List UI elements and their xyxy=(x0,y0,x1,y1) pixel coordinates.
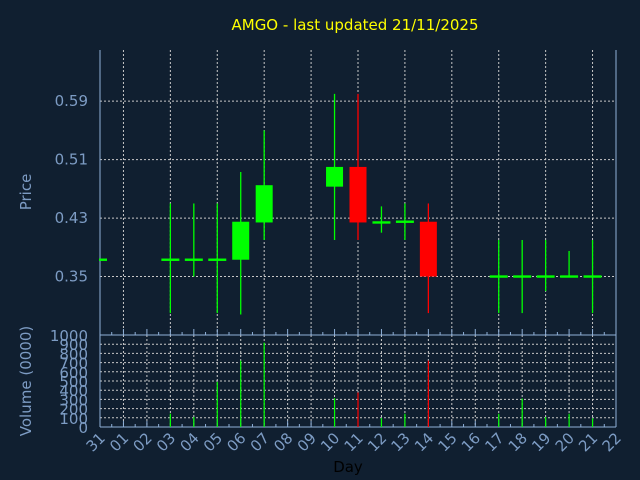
candle-body xyxy=(489,275,508,278)
candle-body xyxy=(184,258,203,261)
volume-tick-label: 0 xyxy=(78,419,88,437)
volume-bars xyxy=(169,342,594,427)
volume-tick-label: 500 xyxy=(59,373,88,391)
candle-body xyxy=(583,275,602,278)
candle-body xyxy=(560,275,579,278)
day-tick-label: 16 xyxy=(458,429,484,455)
candle-body xyxy=(326,166,344,187)
candle-body xyxy=(99,258,107,261)
tick-labels: 0.350.430.510.59310102030405060708091011… xyxy=(50,92,625,455)
candle-body xyxy=(255,185,273,223)
candle-body xyxy=(395,220,414,223)
day-tick-label: 19 xyxy=(528,429,554,455)
volume-tick-label: 200 xyxy=(59,401,88,419)
chart-title: AMGO - last updated 21/11/2025 xyxy=(231,16,478,34)
day-tick-label: 18 xyxy=(505,429,531,455)
price-tick-label: 0.35 xyxy=(55,268,88,286)
day-tick-label: 13 xyxy=(388,429,414,455)
volume-tick-label: 900 xyxy=(59,336,88,354)
day-tick-label: 08 xyxy=(270,429,296,455)
candle-body xyxy=(536,275,555,278)
volume-tick-label: 1000 xyxy=(50,327,88,345)
price-tick-label: 0.51 xyxy=(55,151,88,169)
day-tick-label: 20 xyxy=(552,429,578,455)
axes xyxy=(99,50,617,428)
candle-body xyxy=(232,221,250,260)
candles xyxy=(99,93,602,315)
candle-body xyxy=(161,258,180,261)
candle-body xyxy=(208,258,227,261)
x-axis-label: Day xyxy=(333,458,363,476)
candle-body xyxy=(419,221,437,277)
day-tick-label: 10 xyxy=(317,429,343,455)
volume-tick-label: 700 xyxy=(59,355,88,373)
day-tick-label: 22 xyxy=(599,429,625,455)
candle-body xyxy=(513,275,532,278)
volume-tick-label: 600 xyxy=(59,364,88,382)
day-tick-label: 14 xyxy=(411,429,437,455)
volume-tick-label: 300 xyxy=(59,391,88,409)
candle-body xyxy=(349,166,367,223)
day-tick-label: 01 xyxy=(106,429,132,455)
volume-tick-label: 800 xyxy=(59,345,88,363)
day-tick-label: 09 xyxy=(294,429,320,455)
day-tick-label: 21 xyxy=(575,429,601,455)
day-tick-label: 12 xyxy=(364,429,390,455)
volume-tick-label: 100 xyxy=(59,410,88,428)
day-tick-label: 07 xyxy=(247,429,273,455)
day-tick-label: 05 xyxy=(200,429,226,455)
day-tick-label: 04 xyxy=(176,429,202,455)
price-axis-label: Price xyxy=(17,174,35,211)
day-tick-label: 06 xyxy=(223,429,249,455)
day-tick-label: 02 xyxy=(130,429,156,455)
price-tick-label: 0.43 xyxy=(55,209,88,227)
price-tick-label: 0.59 xyxy=(55,92,88,110)
day-tick-label: 15 xyxy=(434,429,460,455)
day-tick-label: 17 xyxy=(481,429,507,455)
day-tick-label: 11 xyxy=(341,429,367,455)
candle-body xyxy=(372,221,391,224)
volume-axis-label: Volume (0000) xyxy=(17,326,35,436)
day-tick-label: 03 xyxy=(153,429,179,455)
volume-tick-label: 400 xyxy=(59,382,88,400)
